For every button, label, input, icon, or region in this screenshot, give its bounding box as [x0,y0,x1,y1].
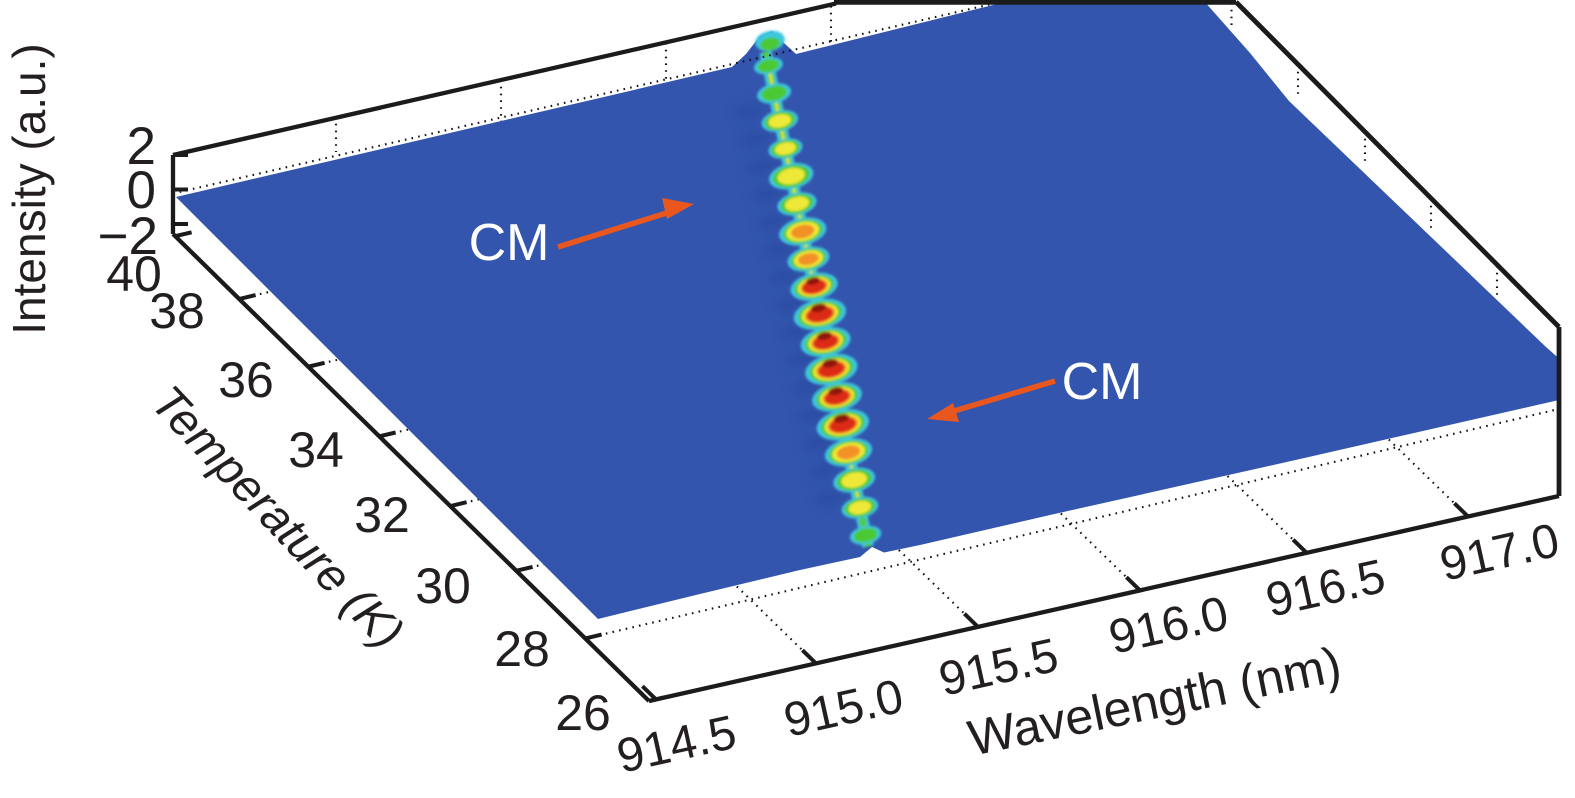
svg-text:CM: CM [469,214,550,272]
svg-text:32: 32 [354,487,410,543]
svg-text:30: 30 [415,558,471,614]
svg-text:36: 36 [218,352,274,408]
svg-text:28: 28 [494,621,550,677]
svg-text:26: 26 [555,685,611,741]
svg-text:34: 34 [288,422,344,478]
svg-text:CM: CM [1062,353,1143,411]
svg-text:40: 40 [106,246,162,302]
svg-text:0: 0 [127,161,156,220]
svg-text:38: 38 [149,283,205,339]
svg-text:Intensity (a.u.): Intensity (a.u.) [3,43,55,334]
svg-text:2: 2 [127,117,156,176]
svg-text:−2: −2 [98,207,158,266]
